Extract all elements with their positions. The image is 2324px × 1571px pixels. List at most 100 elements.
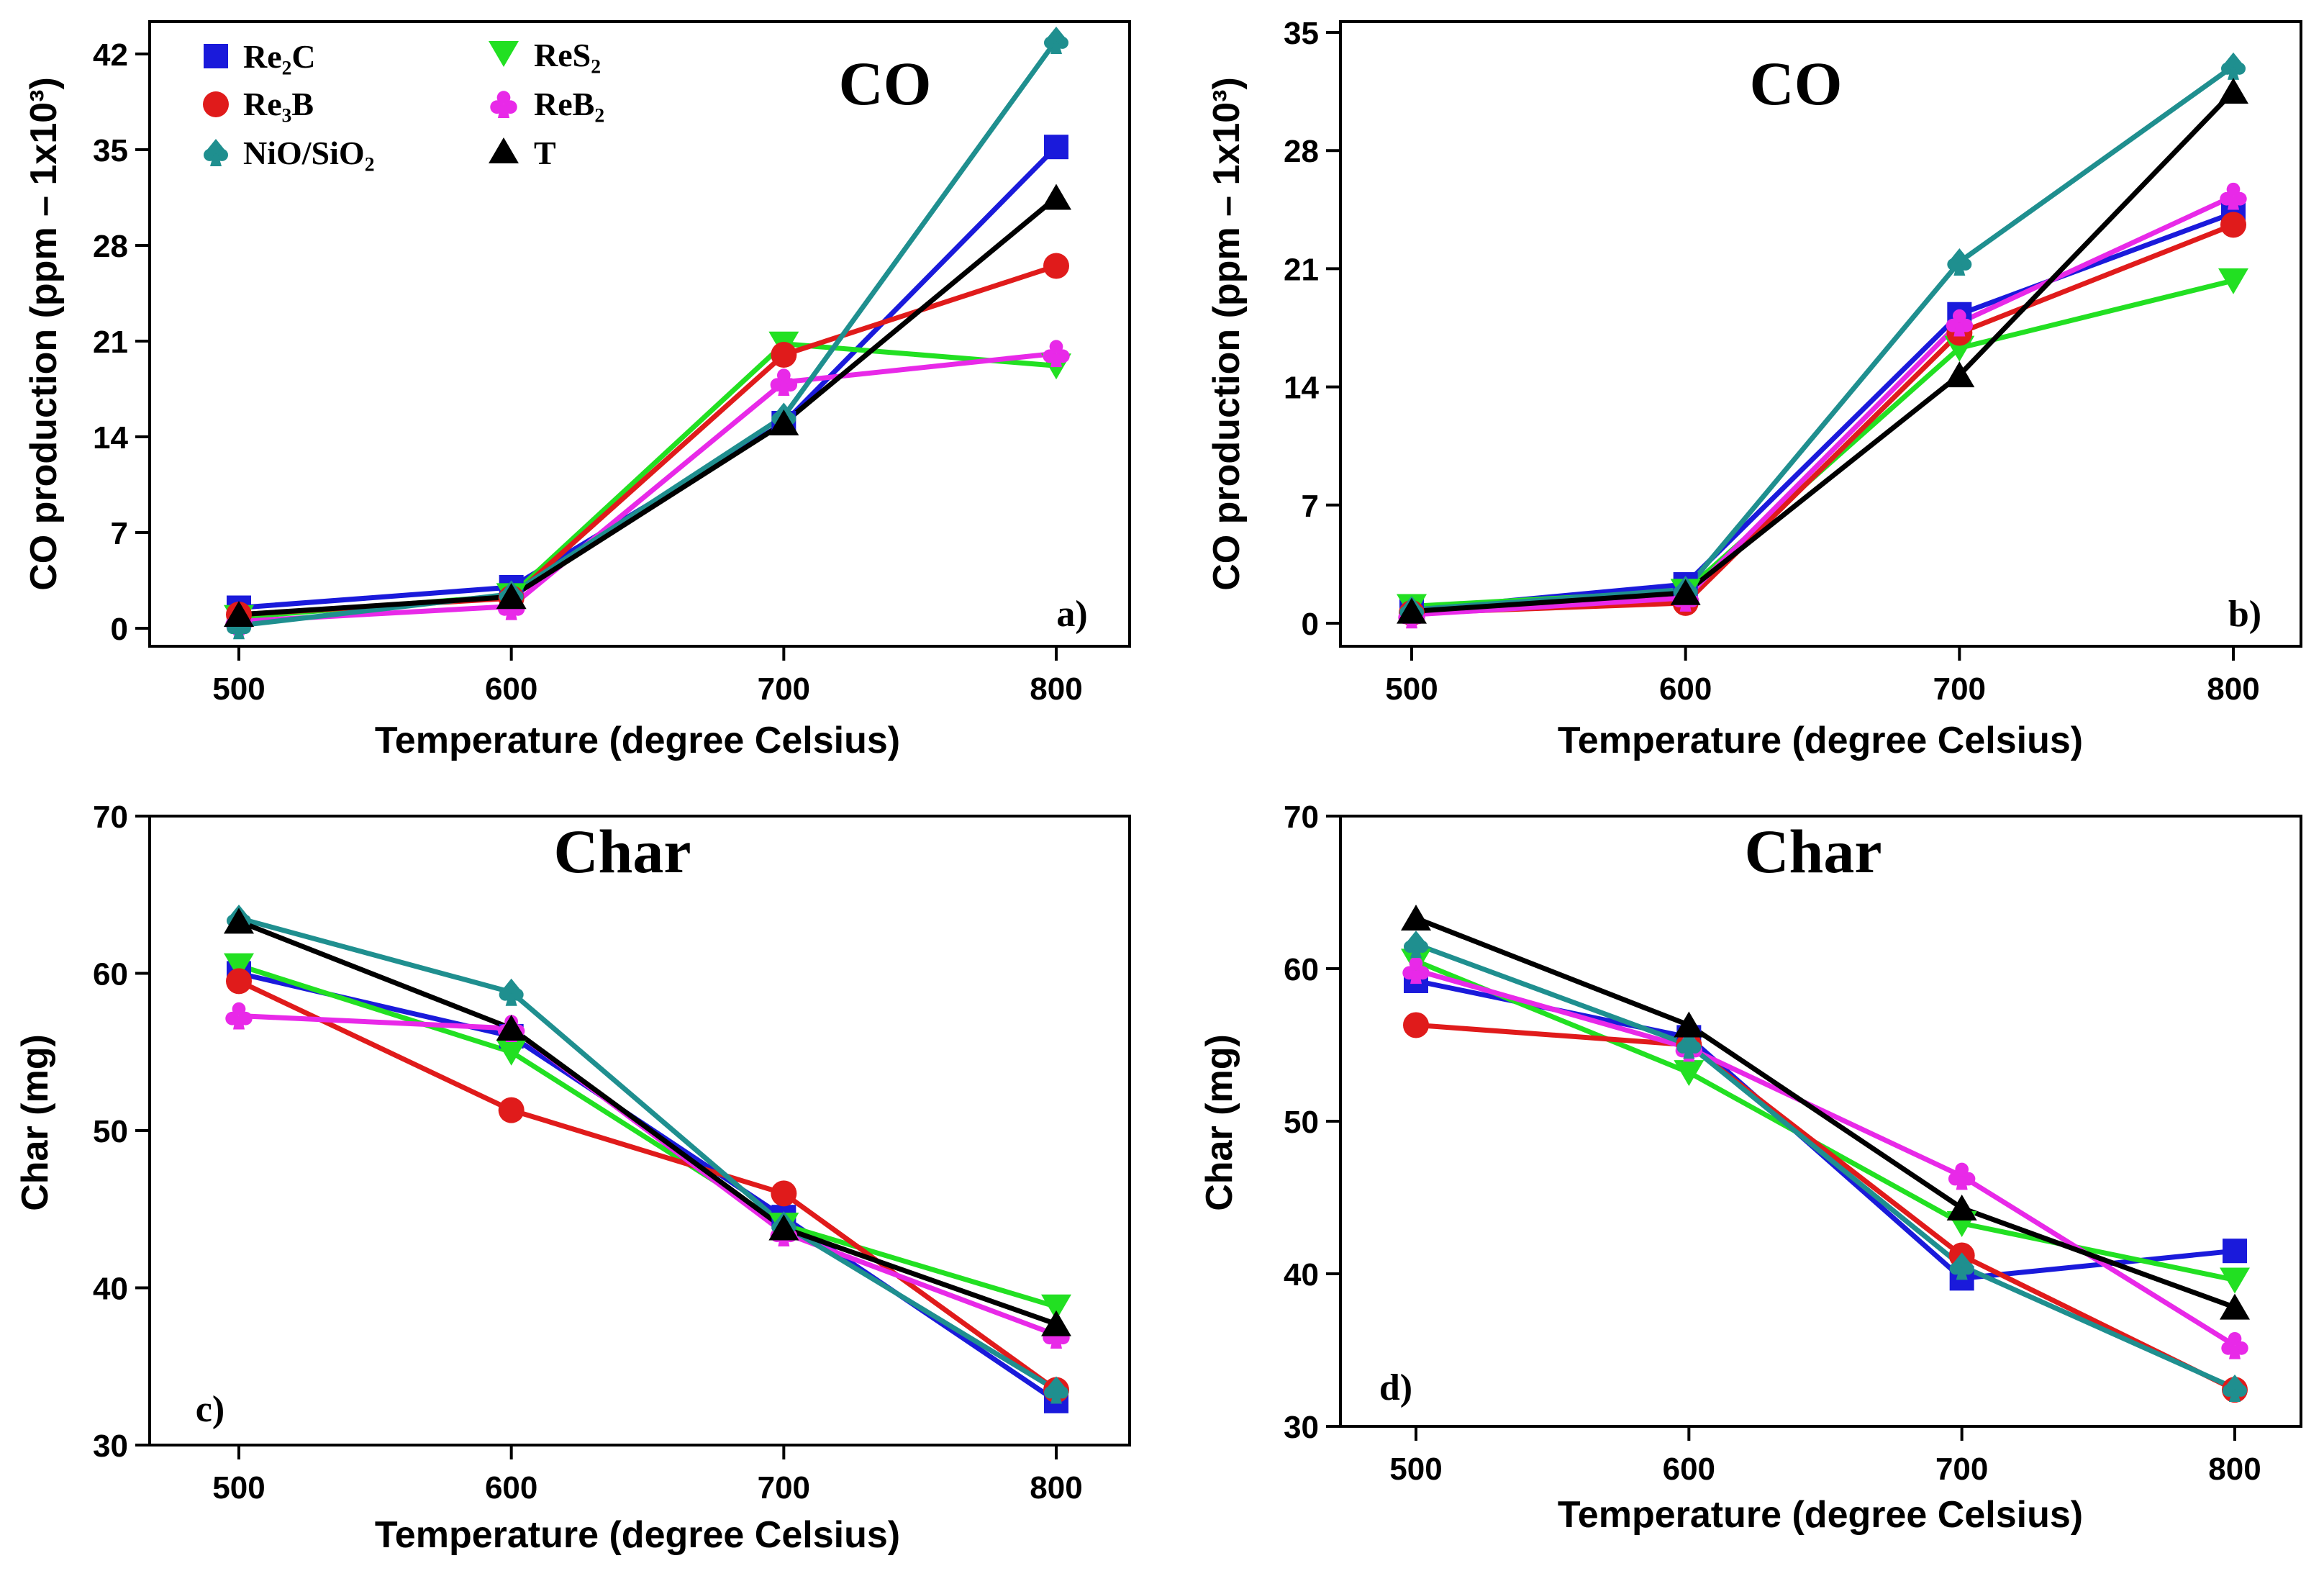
series-layer — [1401, 905, 2250, 1403]
data-point-spade — [1044, 27, 1068, 54]
data-point-spade-stem — [2229, 1390, 2241, 1402]
data-point-spade — [1404, 931, 1428, 959]
legend-symbol-stem — [498, 104, 509, 118]
axis-ticks: 500 600 700 800 30 40 50 60 70 — [93, 800, 1083, 1506]
data-point-club-lobe — [1955, 1162, 1969, 1177]
x-tick-label: 700 — [1933, 671, 1986, 707]
y-tick-label: 70 — [1284, 800, 1319, 835]
data-point-triangle-down — [1674, 1060, 1705, 1087]
y-tick-label: 14 — [1284, 371, 1319, 406]
data-point-triangle-up — [1946, 1194, 1977, 1221]
y-tick-label: 50 — [1284, 1105, 1319, 1140]
legend-item-t: T — [489, 135, 556, 171]
data-point-triangle-up-shape — [1674, 1011, 1705, 1038]
series-line-triangle-down — [237, 963, 1058, 1310]
legend-item-reb2: ReB₂ — [490, 86, 604, 122]
x-axis-label: Temperature (degree Celsius) — [1558, 1494, 2083, 1536]
y-tick-label: 14 — [93, 420, 128, 456]
legend-symbol-shape — [489, 137, 519, 163]
data-point-circle-shape — [226, 968, 252, 995]
plot-area-frame — [148, 20, 1131, 648]
data-point-triangle-up-shape — [1944, 361, 1975, 388]
legend-symbol-lobe — [496, 91, 511, 104]
series-line-spade — [1415, 941, 2236, 1391]
chart-title: Char — [553, 817, 691, 886]
data-point-triangle-up-shape — [1041, 1310, 1071, 1336]
x-tick-label: 800 — [1030, 1470, 1082, 1506]
data-point-spade-stem — [1956, 1267, 1968, 1280]
data-point-club-stem — [2229, 1345, 2241, 1359]
legend: Re₂C ReS₂ Re₃B ReB₂ NiO/SiO₂ T — [203, 37, 604, 171]
y-tick-label: 28 — [93, 229, 128, 264]
y-axis-label: CO production (ppm – 1x10³) — [1206, 77, 1248, 591]
series-line-triangle-up — [1411, 89, 2236, 615]
data-point-triangle-up-shape — [496, 583, 527, 610]
data-point-triangle-up — [496, 583, 527, 610]
data-point-circle — [498, 1097, 525, 1123]
legend-symbol-shape — [489, 41, 519, 67]
axis-ticks: 500 600 700 800 30 40 50 60 70 — [1284, 800, 2261, 1487]
data-point-triangle-down — [2218, 268, 2248, 294]
data-point-club-lobe — [776, 368, 791, 383]
data-point-circle-shape — [1043, 253, 1069, 279]
axis-ticks: 500 600 700 800 0 7 14 21 28 35 42 — [93, 37, 1083, 707]
x-tick-label: 600 — [1659, 671, 1712, 707]
data-point-triangle-up-shape — [224, 907, 254, 934]
data-point-triangle-down-shape — [224, 953, 254, 979]
data-point-circle-shape — [771, 342, 797, 368]
data-point-triangle-down — [224, 953, 254, 979]
panel-c: Char c) Temperature (degree Celsius) Cha… — [14, 800, 1131, 1556]
data-point-club — [225, 1002, 253, 1030]
panel-label: d) — [1379, 1367, 1412, 1408]
data-point-club — [1043, 340, 1070, 368]
x-tick-label: 800 — [1030, 671, 1082, 707]
data-point-circle — [1043, 253, 1069, 279]
y-tick-label: 35 — [1284, 16, 1319, 51]
data-point-triangle-down-shape — [496, 1039, 527, 1066]
series-layer — [224, 905, 1071, 1413]
y-tick-label: 40 — [1284, 1257, 1319, 1292]
legend-marker-triangle-up — [489, 137, 519, 163]
x-tick-label: 600 — [1663, 1452, 1715, 1487]
data-point-club-stem — [1050, 353, 1062, 368]
x-tick-label: 600 — [485, 671, 537, 707]
data-point-triangle-down-shape — [2218, 268, 2248, 294]
panel-b: CO b) Temperature (degree Celsius) CO pr… — [1206, 16, 2302, 761]
panel-label: a) — [1056, 594, 1087, 635]
legend-marker-triangle-down — [489, 41, 519, 67]
y-tick-label: 50 — [93, 1114, 128, 1149]
legend-symbol — [204, 139, 228, 166]
series-layer — [224, 27, 1071, 640]
x-tick-label: 700 — [758, 1470, 810, 1506]
y-tick-label: 70 — [93, 800, 128, 835]
data-point-circle — [771, 342, 797, 368]
data-point-club-lobe — [1409, 956, 1423, 971]
panel-a: CO a) Temperature (degree Celsius) CO pr… — [23, 20, 1131, 761]
data-point-club-stem — [1410, 970, 1422, 984]
legend-label: ReS₂ — [534, 37, 601, 73]
data-point-club-lobe — [2228, 1331, 2242, 1346]
legend-marker-square — [204, 44, 228, 68]
data-point-club-stem — [778, 382, 790, 396]
data-point-club-stem — [1050, 1335, 1062, 1349]
legend-item-res2: ReS₂ — [489, 37, 601, 73]
data-point-triangle-down-shape — [1674, 1060, 1705, 1087]
x-tick-label: 600 — [485, 1470, 537, 1506]
legend-symbol — [489, 137, 519, 163]
data-point-club — [770, 368, 798, 396]
data-point-triangle-up-shape — [496, 1014, 527, 1041]
legend-symbol — [203, 91, 229, 117]
data-point-triangle-up — [1674, 1011, 1705, 1038]
data-point-triangle-up — [2220, 1293, 2250, 1320]
data-point-circle — [771, 1180, 797, 1207]
data-point-club-stem — [1953, 322, 1966, 337]
y-tick-label: 60 — [1284, 952, 1319, 987]
panel-label: c) — [196, 1389, 224, 1430]
data-point-square-shape — [2223, 1239, 2247, 1264]
data-point-triangle-up-shape — [2218, 78, 2248, 104]
data-point-triangle-down-shape — [1041, 1294, 1071, 1321]
data-point-triangle-up — [768, 409, 799, 435]
series-line-triangle-up — [238, 195, 1058, 617]
